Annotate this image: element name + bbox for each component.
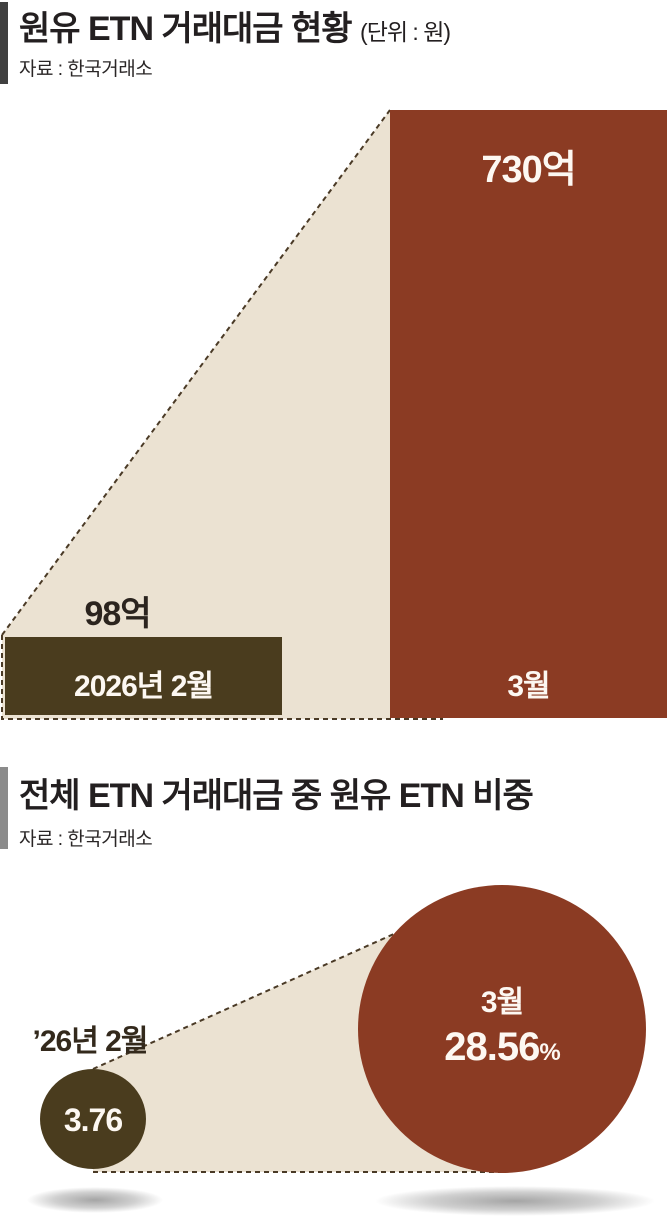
chart1-bar-feb (5, 637, 282, 715)
chart2-header: 전체 ETN 거래대금 중 원유 ETN 비중 자료 : 한국거래소 (0, 766, 667, 856)
chart2-shadow-big (375, 1186, 655, 1216)
chart2-bubble-feb (40, 1069, 146, 1169)
chart2-dashed-top (92, 884, 504, 1070)
chart2-title-text: 전체 ETN 거래대금 중 원유 ETN 비중 (19, 777, 534, 815)
chart1-value-feb: 98억 (84, 595, 151, 633)
chart1-bar-graphic (1, 109, 667, 720)
chart2-source: 자료 : 한국거래소 (19, 829, 153, 850)
chart1-header: 원유 ETN 거래대금 현황 (단위 : 원) 자료 : 한국거래소 (0, 0, 667, 90)
chart2-value-mar-unit: % (539, 1039, 560, 1066)
chart1-category-feb: 2026년 2월 (74, 670, 214, 703)
chart1-value-mar: 730억 (481, 149, 576, 191)
chart1-source: 자료 : 한국거래소 (19, 59, 153, 80)
chart2-title: 전체 ETN 거래대금 중 원유 ETN 비중 (19, 768, 534, 817)
chart2-category-mar: 3월 (480, 986, 524, 1019)
chart1-title-accent-bar (0, 2, 8, 84)
chart2-value-feb: 3.76 (63, 1102, 123, 1138)
chart1-dashed-baseline (1, 635, 443, 720)
chart2-title-accent-bar (0, 767, 8, 849)
chart1-dashed-diagonal (1, 109, 391, 636)
chart1-title: 원유 ETN 거래대금 현황 (단위 : 원) (19, 1, 451, 50)
chart1-bar-mar (390, 110, 667, 718)
chart2-bubble-mar (358, 885, 646, 1173)
chart2-value-mar-number: 28.56 (444, 1025, 540, 1069)
chart1-title-unit: (단위 : 원) (360, 19, 451, 45)
chart1-connector-shape (2, 110, 390, 719)
chart2-shadow-small (27, 1187, 163, 1213)
chart1-title-text: 원유 ETN 거래대금 현황 (19, 10, 353, 48)
chart2-category-feb: ’26년 2월 (32, 1025, 149, 1058)
chart1-category-mar: 3월 (507, 670, 550, 703)
chart2-bubble-graphic (27, 884, 655, 1216)
chart2-value-mar: 28.56% (392, 1025, 612, 1070)
